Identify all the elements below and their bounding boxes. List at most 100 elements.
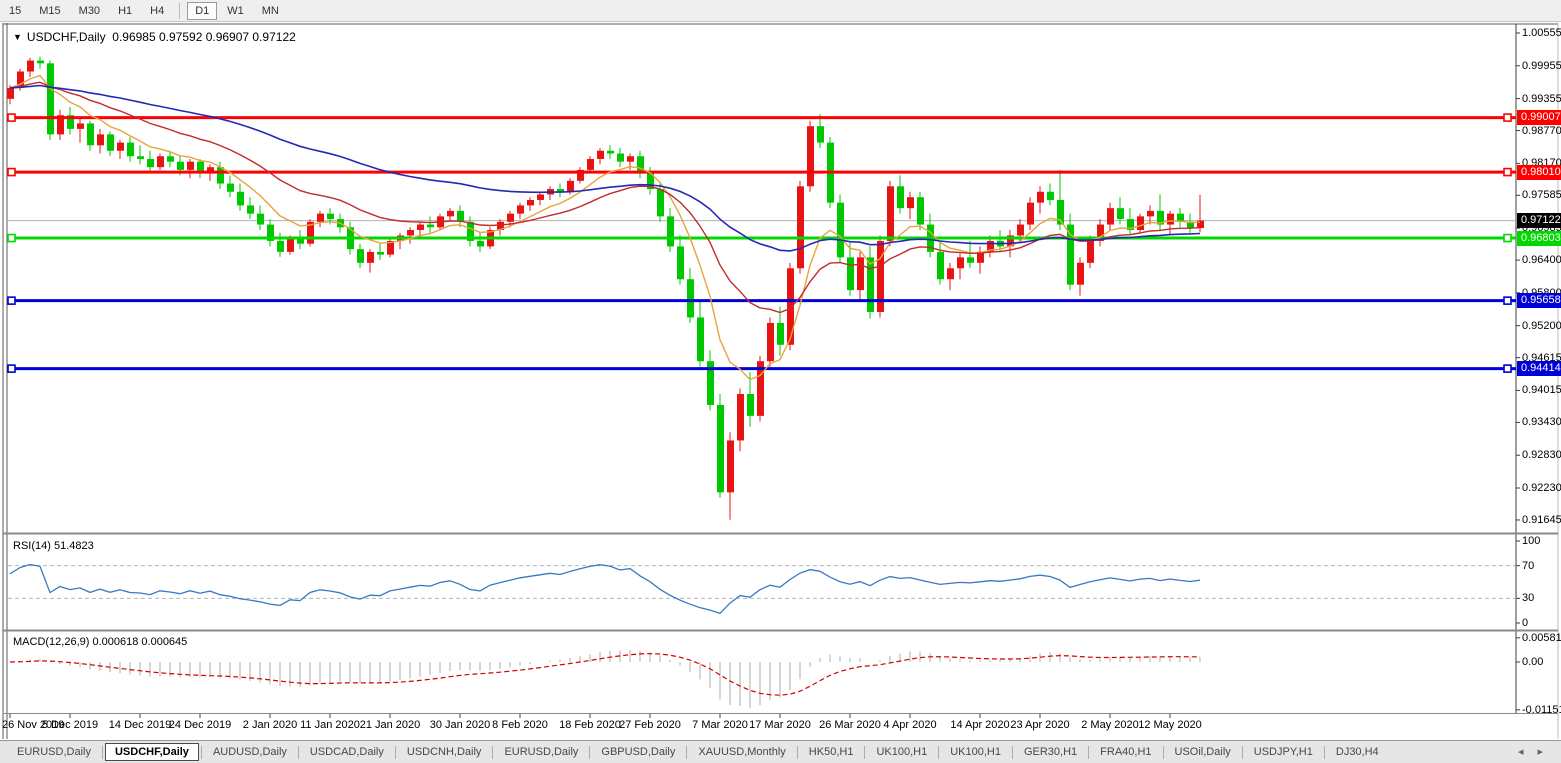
chart-tab-audusd-daily[interactable]: AUDUSD,Daily (212, 746, 287, 758)
date-tick-label: 26 Nov 2019 (2, 719, 65, 731)
ma-slow-line (9, 84, 1201, 252)
chart-tab-uk100-h1[interactable]: UK100,H1 (876, 746, 928, 758)
date-tick-label: 24 Dec 2019 (168, 719, 232, 731)
price-tick-label: 1.00555 (1522, 26, 1561, 39)
price-tick-label: 0.91645 (1522, 513, 1561, 526)
level-anchor-square[interactable] (1503, 296, 1512, 305)
tab-scroll-right-icon[interactable]: ▸ (1537, 746, 1543, 758)
date-tick-label: 18 Feb 2020 (559, 719, 621, 731)
level-anchor-square[interactable] (1503, 364, 1512, 373)
date-tick-label: 21 Jan 2020 (359, 719, 421, 731)
price-tick-label: 0.96400 (1522, 254, 1561, 267)
price-level-badge: 0.96803 (1517, 230, 1561, 246)
collapse-triangle-icon[interactable]: ▼ (13, 32, 22, 42)
tab-separator (686, 745, 688, 759)
date-tick-label: 26 Mar 2020 (819, 719, 881, 731)
tab-separator (1011, 745, 1013, 759)
chart-tab-xauusd-monthly[interactable]: XAUUSD,Monthly (698, 746, 786, 758)
date-tick-label: 8 Feb 2020 (492, 719, 548, 731)
level-anchor-square[interactable] (1503, 167, 1512, 177)
level-anchor-square[interactable] (1503, 113, 1512, 122)
candlesticks (7, 56, 1204, 520)
chart-tab-gbpusd-daily[interactable]: GBPUSD,Daily (601, 746, 676, 758)
ma-mid-line (9, 81, 1201, 314)
timeframe-button-15[interactable]: 15 (9, 4, 22, 17)
rsi-tick-label: 0 (1522, 617, 1529, 629)
tab-scroll-left-icon[interactable]: ◂ (1517, 746, 1524, 758)
timeframe-button-w1[interactable]: W1 (227, 4, 244, 17)
chart-tab-usdjpy-h1[interactable]: USDJPY,H1 (1253, 746, 1313, 758)
level-anchor-square[interactable] (7, 364, 16, 373)
macd-histogram (19, 650, 1201, 708)
chart-tabbar: EURUSD,Daily USDCHF,Daily AUDUSD,Daily USDC… (0, 740, 1561, 763)
price-tick-label: 0.97585 (1522, 189, 1561, 202)
tab-separator (492, 745, 494, 759)
price-tick-label: 0.92830 (1522, 449, 1561, 462)
date-tick-label: 5 Dec 2019 (41, 719, 99, 731)
chart-tab-ger30-h1[interactable]: GER30,H1 (1023, 746, 1078, 758)
rsi-tick-label: 70 (1522, 559, 1535, 572)
chart-tab-usdchf-daily[interactable]: USDCHF,Daily (104, 743, 199, 761)
price-tick-label: 0.94015 (1522, 384, 1561, 397)
chart-tab-fra40-h1[interactable]: FRA40,H1 (1100, 746, 1152, 758)
level-anchor-square[interactable] (7, 113, 16, 122)
tab-separator (1241, 745, 1243, 759)
current-price-badge: 0.97122 (1517, 213, 1561, 229)
level-anchor-square[interactable] (7, 233, 16, 243)
rsi-tick-label: 30 (1522, 592, 1535, 605)
chart-symbol-label: USDCHF,Daily (26, 30, 106, 44)
macd-pane-label: MACD(12,26,9) 0.000618 0.000645 (13, 636, 188, 648)
chart-tab-eurusd-daily[interactable]: EURUSD,Daily (504, 746, 579, 758)
timeframe-button-m30[interactable]: M30 (78, 4, 101, 17)
date-tick-label: 14 Apr 2020 (950, 719, 1010, 731)
tab-separator (864, 745, 866, 759)
level-anchor-square[interactable] (7, 296, 16, 305)
level-anchor-square[interactable] (1503, 233, 1512, 243)
tab-separator (200, 745, 202, 759)
price-tick-label: 0.98770 (1522, 124, 1561, 137)
price-level-badge: 0.95658 (1517, 293, 1561, 309)
toolbar-separator (179, 2, 181, 19)
timeframe-button-m15[interactable]: M15 (39, 4, 61, 17)
rsi-line (9, 563, 1201, 615)
date-tick-label: 23 Apr 2020 (1010, 719, 1070, 731)
chart-tab-uk100-h1[interactable]: UK100,H1 (950, 746, 1001, 758)
timeframe-button-h4[interactable]: H4 (150, 4, 165, 17)
macd-tick-label: 0.00 (1522, 656, 1544, 668)
date-tick-label: 17 Mar 2020 (749, 719, 811, 731)
price-tick-label: 0.94615 (1522, 351, 1561, 364)
date-tick-label: 2 May 2020 (1081, 719, 1139, 731)
price-tick-label: 0.99355 (1522, 92, 1561, 105)
chart-tab-usoil-daily[interactable]: USOil,Daily (1174, 746, 1231, 758)
level-anchor-square[interactable] (7, 167, 16, 177)
date-tick-label: 14 Dec 2019 (108, 719, 172, 731)
rsi-tick-label: 100 (1522, 535, 1541, 547)
price-tick-label: 0.99955 (1522, 59, 1561, 72)
chart-tab-dj30-h4[interactable]: DJ30,H4 (1335, 746, 1379, 758)
chart-tab-usdcnh-daily[interactable]: USDCNH,Daily (406, 746, 482, 758)
date-tick-label: 27 Feb 2020 (619, 719, 681, 731)
rsi-pane-label: RSI(14) 51.4823 (13, 540, 94, 552)
chart-tab-usdcad-daily[interactable]: USDCAD,Daily (309, 746, 384, 758)
tab-separator (796, 745, 798, 759)
timeframe-button-h1[interactable]: H1 (118, 4, 133, 17)
macd-tick-label: -0.011514 (1522, 703, 1561, 716)
chart-ohlc-values: 0.96985 0.97592 0.96907 0.97122 (112, 30, 296, 44)
date-tick-label: 4 Apr 2020 (883, 719, 937, 731)
date-tick-label: 30 Jan 2020 (429, 719, 491, 731)
chart-title: ▼ USDCHF,Daily 0.96985 0.97592 0.96907 0.… (13, 30, 296, 44)
timeframe-toolbar: 15 M15 M30 H1 H4 D1 W1 MN (0, 0, 1561, 22)
price-level-badge: 0.94414 (1517, 361, 1561, 377)
chart-tab-hk50-h1[interactable]: HK50,H1 (808, 746, 854, 758)
timeframe-button-mn[interactable]: MN (261, 4, 279, 17)
timeframe-button-d1[interactable]: D1 (187, 1, 218, 20)
date-tick-label: 2 Jan 2020 (242, 719, 298, 731)
tab-separator (394, 745, 396, 759)
chart-tab-eurusd-daily[interactable]: EURUSD,Daily (17, 746, 91, 758)
price-tick-label: 0.92230 (1522, 482, 1561, 494)
date-tick-label: 7 Mar 2020 (692, 719, 748, 731)
price-tick-label: 0.95200 (1522, 319, 1561, 332)
tab-separator (589, 745, 591, 759)
